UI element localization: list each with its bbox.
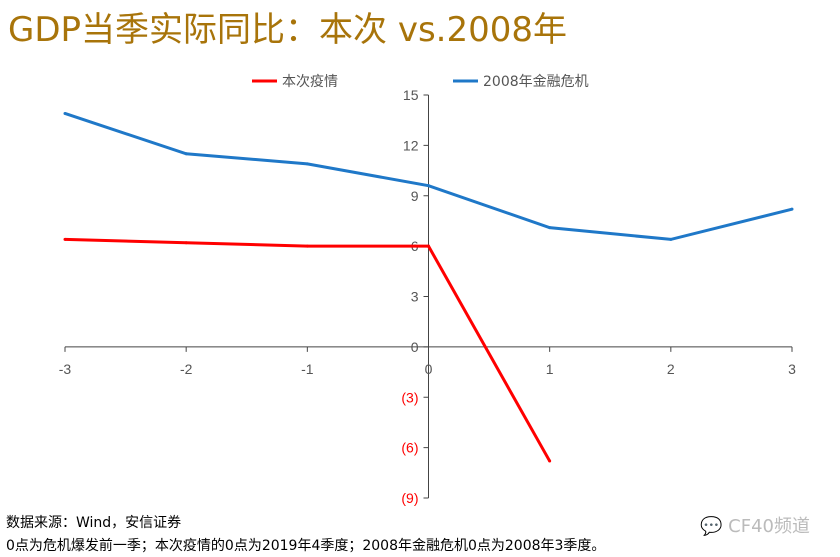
x-tick-label: 2 <box>667 361 675 377</box>
x-tick-label: -2 <box>180 361 193 377</box>
y-tick-label: (9) <box>401 490 418 506</box>
data-point <box>305 244 309 248</box>
data-point <box>548 226 552 230</box>
legend-label: 本次疫情 <box>282 74 338 90</box>
y-tick-label: 9 <box>411 188 419 204</box>
y-tick-label: 3 <box>411 289 419 305</box>
chart-title: GDP当季实际同比：本次 vs.2008年 <box>8 10 568 50</box>
data-point <box>184 152 188 156</box>
source-text: 数据来源：Wind，安信证券 <box>6 515 182 531</box>
data-point <box>305 162 309 166</box>
x-tick-label: 1 <box>546 361 554 377</box>
x-tick-label: -1 <box>301 361 314 377</box>
y-tick-label: 15 <box>403 87 419 103</box>
note-text: 0点为危机爆发前一季；本次疫情的0点为2019年4季度；2008年金融危机0点为… <box>6 538 606 554</box>
y-tick-label: 0 <box>411 339 419 355</box>
watermark-text: CF40频道 <box>728 516 810 537</box>
data-point <box>184 241 188 245</box>
data-point <box>427 244 430 248</box>
y-tick-label: (3) <box>401 389 418 405</box>
data-point <box>427 184 430 188</box>
data-point <box>669 237 673 241</box>
y-tick-label: (6) <box>401 440 418 456</box>
x-tick-label: 3 <box>788 361 796 377</box>
data-point <box>63 111 67 115</box>
watermark: 💬 CF40频道 <box>700 512 810 538</box>
x-tick-label: -3 <box>59 361 72 377</box>
x-tick-label: 0 <box>425 361 433 377</box>
data-point <box>790 207 794 211</box>
data-point <box>548 459 552 463</box>
wechat-icon: 💬 <box>700 516 723 537</box>
legend-label: 2008年金融危机 <box>483 74 589 90</box>
y-tick-label: 12 <box>403 137 419 153</box>
data-point <box>63 237 67 241</box>
